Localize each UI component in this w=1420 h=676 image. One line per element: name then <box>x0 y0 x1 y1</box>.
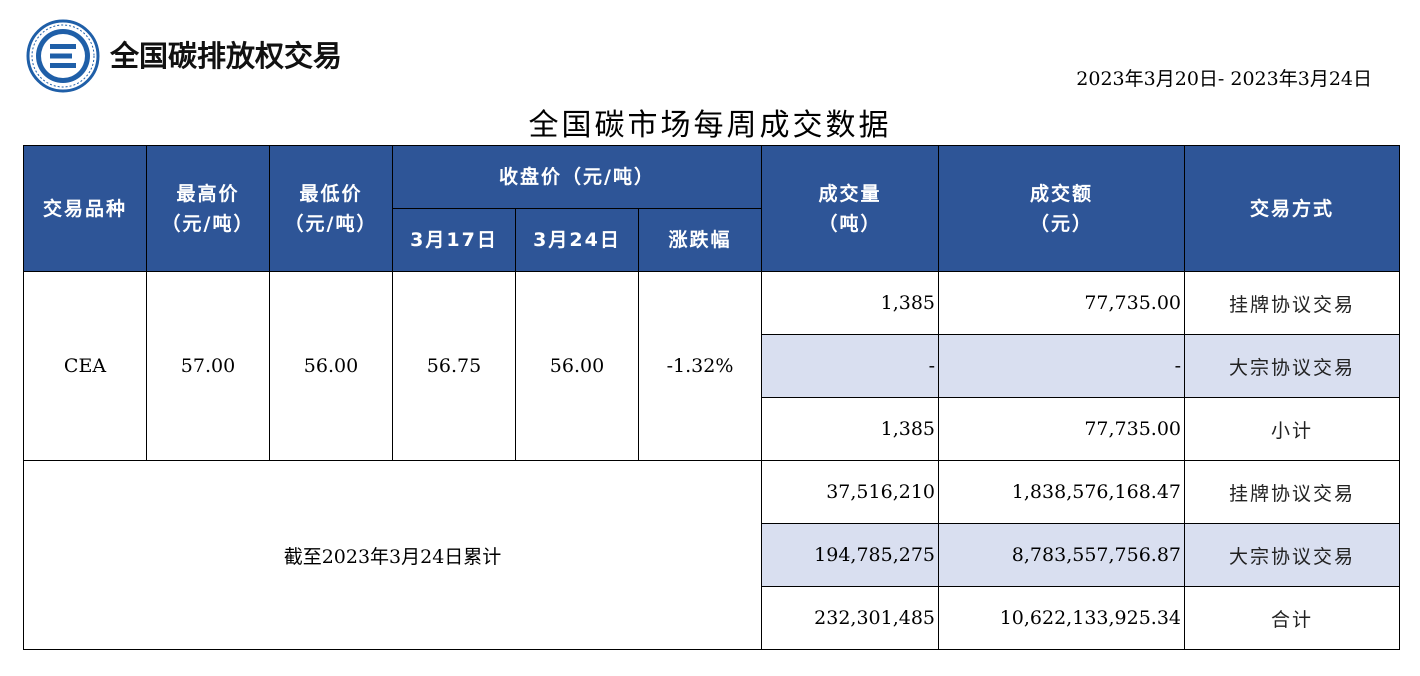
table-row: - - 大宗协议交易 <box>24 334 1401 398</box>
cell-amount: 10,622,133,925.34 <box>938 586 1186 650</box>
header-close-prev: 3月17日 <box>392 208 516 272</box>
header-amount: 成交额 （元） <box>938 145 1186 272</box>
page-title: 全国碳市场每周成交数据 <box>528 108 892 143</box>
cell-volume: 37,516,210 <box>761 460 940 524</box>
cell-mode: 合计 <box>1184 586 1401 650</box>
table-row: 194,785,275 8,783,557,756.87 大宗协议交易 <box>24 523 1401 587</box>
cell-volume: 232,301,485 <box>761 586 940 650</box>
header-trade-mode: 交易方式 <box>1184 145 1401 272</box>
cell-amount: - <box>938 334 1186 398</box>
table-row: CEA 57.00 56.00 56.75 56.00 -1.32% 1,385… <box>23 271 1401 461</box>
cell-amount: 1,838,576,168.47 <box>938 460 1186 524</box>
header-change: 涨跌幅 <box>637 208 763 272</box>
cell-change: -1.32% <box>637 271 763 461</box>
table-row: 232,301,485 10,622,133,925.34 合计 <box>24 586 1401 650</box>
cell-mode: 大宗协议交易 <box>1184 334 1401 398</box>
cell-low: 56.00 <box>269 271 393 461</box>
cell-high: 57.00 <box>146 271 270 461</box>
header-volume: 成交量 （吨） <box>761 145 940 272</box>
brand-name: 全国碳排放权交易 <box>110 39 343 73</box>
cell-amount: 77,735.00 <box>938 271 1186 335</box>
date-range: 2023年3月20日- 2023年3月24日 <box>1076 68 1372 90</box>
cell-mode: 小计 <box>1184 397 1401 461</box>
cell-mode: 大宗协议交易 <box>1184 523 1401 587</box>
header-low-price: 最低价 （元/吨） <box>269 145 393 272</box>
header-close-cur: 3月24日 <box>515 208 639 272</box>
header-high-price: 最高价 （元/吨） <box>146 145 270 272</box>
cell-amount: 77,735.00 <box>938 397 1186 461</box>
cell-volume: - <box>761 334 940 398</box>
exchange-logo <box>26 19 100 93</box>
cell-amount: 8,783,557,756.87 <box>938 523 1186 587</box>
cell-mode: 挂牌协议交易 <box>1184 271 1401 335</box>
cell-variety: CEA <box>23 271 147 461</box>
cell-close-cur: 56.00 <box>515 271 639 461</box>
weekly-trading-table: 交易品种 最高价 （元/吨） 最低价 （元/吨） 收盘价（元/吨） 成交量 （吨… <box>22 145 1401 650</box>
cell-volume: 194,785,275 <box>761 523 940 587</box>
cell-mode: 挂牌协议交易 <box>1184 460 1401 524</box>
cell-volume: 1,385 <box>761 271 940 335</box>
header-close-price: 收盘价（元/吨） <box>391 145 763 209</box>
header-variety: 交易品种 <box>23 145 147 272</box>
table-row: 截至2023年3月24日累计 37,516,210 1,838,576,168.… <box>22 460 1401 650</box>
cell-volume: 1,385 <box>761 397 940 461</box>
cell-close-prev: 56.75 <box>392 271 516 461</box>
cumulative-label: 截至2023年3月24日累计 <box>22 460 763 650</box>
